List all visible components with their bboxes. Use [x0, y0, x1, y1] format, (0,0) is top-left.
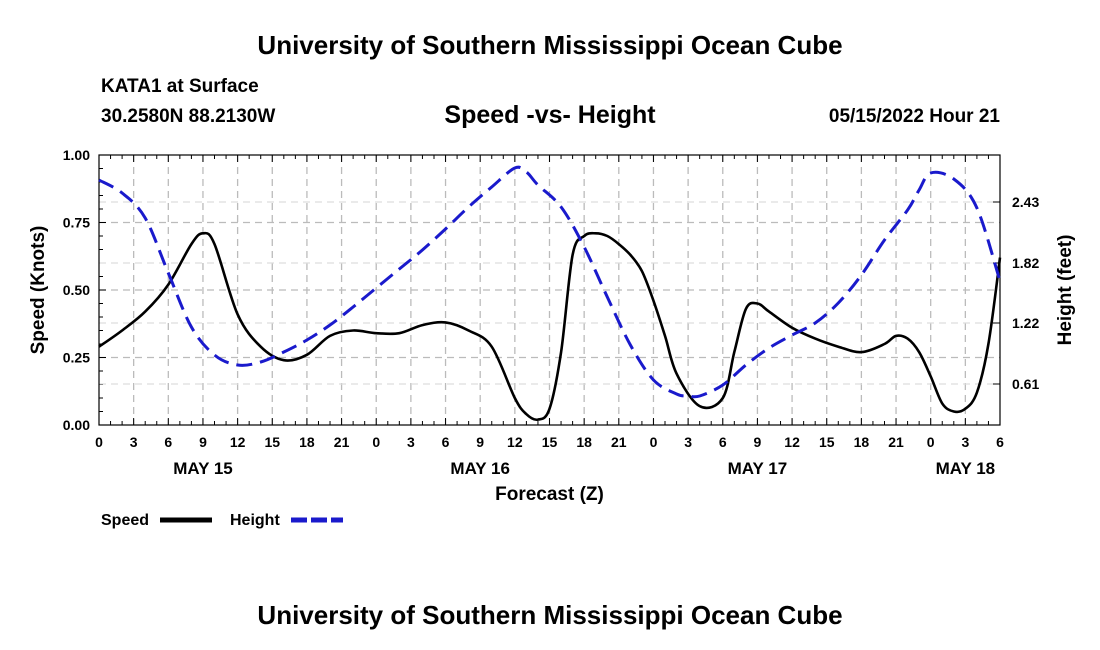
x-tick-label: 9: [199, 434, 207, 450]
y-tick-label: 0.25: [63, 350, 90, 366]
y-tick-label: 1.00: [63, 147, 90, 163]
plot-frame: [98, 154, 1001, 426]
chart-title-top: University of Southern Mississippi Ocean…: [257, 30, 843, 60]
day-label: MAY 18: [936, 459, 996, 478]
speed-series-line: [98, 231, 1002, 422]
y-right-tick-label: 0.61: [1012, 376, 1039, 392]
x-tick-label: 9: [754, 434, 762, 450]
y-right-tick-label: 2.43: [1012, 194, 1039, 210]
station-label: KATA1 at Surface: [101, 76, 259, 97]
y-tick-label: 0.50: [63, 282, 90, 298]
x-tick-label: 6: [164, 434, 172, 450]
y-axis-label: Speed (Knots): [28, 226, 49, 355]
x-tick-label: 18: [576, 434, 592, 450]
x-axis-label: Forecast (Z): [495, 484, 604, 505]
x-tick-label: 15: [264, 434, 280, 450]
x-tick-label: 21: [611, 434, 627, 450]
y-right-axis-label: Height (feet): [1055, 235, 1076, 346]
x-tick-label: 12: [507, 434, 523, 450]
x-tick-label: 21: [334, 434, 350, 450]
x-tick-label: 3: [684, 434, 692, 450]
x-tick-label: 0: [650, 434, 658, 450]
x-tick-label: 21: [888, 434, 904, 450]
x-tick-label: 3: [130, 434, 138, 450]
y-tick-label: 0.00: [63, 417, 90, 433]
day-label: MAY 15: [173, 459, 233, 478]
x-tick-label: 15: [819, 434, 835, 450]
x-tick-label: 9: [476, 434, 484, 450]
legend-label-height: Height: [230, 512, 280, 529]
x-tick-label: 0: [95, 434, 103, 450]
y-right-tick-label: 1.82: [1012, 255, 1039, 271]
day-label: MAY 17: [728, 459, 788, 478]
x-tick-label: 18: [299, 434, 315, 450]
x-tick-label: 0: [927, 434, 935, 450]
x-tick-label: 6: [442, 434, 450, 450]
x-tick-label: 0: [372, 434, 380, 450]
datetime-label: 05/15/2022 Hour 21: [828, 106, 1000, 127]
x-tick-label: 18: [854, 434, 870, 450]
y-right-tick-label: 1.22: [1012, 315, 1039, 331]
x-tick-label: 15: [542, 434, 558, 450]
legend-label-speed: Speed: [101, 512, 149, 529]
y-tick-label: 0.75: [63, 215, 90, 231]
x-tick-label: 3: [407, 434, 415, 450]
x-tick-label: 12: [230, 434, 246, 450]
chart-title-bottom: University of Southern Mississippi Ocean…: [257, 600, 843, 630]
x-tick-label: 6: [996, 434, 1004, 450]
chart-subtitle: Speed -vs- Height: [444, 101, 656, 129]
x-tick-label: 3: [961, 434, 969, 450]
day-label: MAY 16: [450, 459, 510, 478]
coordinates-label: 30.2580N 88.2130W: [101, 106, 276, 127]
height-series-line: [98, 165, 1002, 399]
x-tick-label: 12: [784, 434, 800, 450]
x-tick-label: 6: [719, 434, 727, 450]
